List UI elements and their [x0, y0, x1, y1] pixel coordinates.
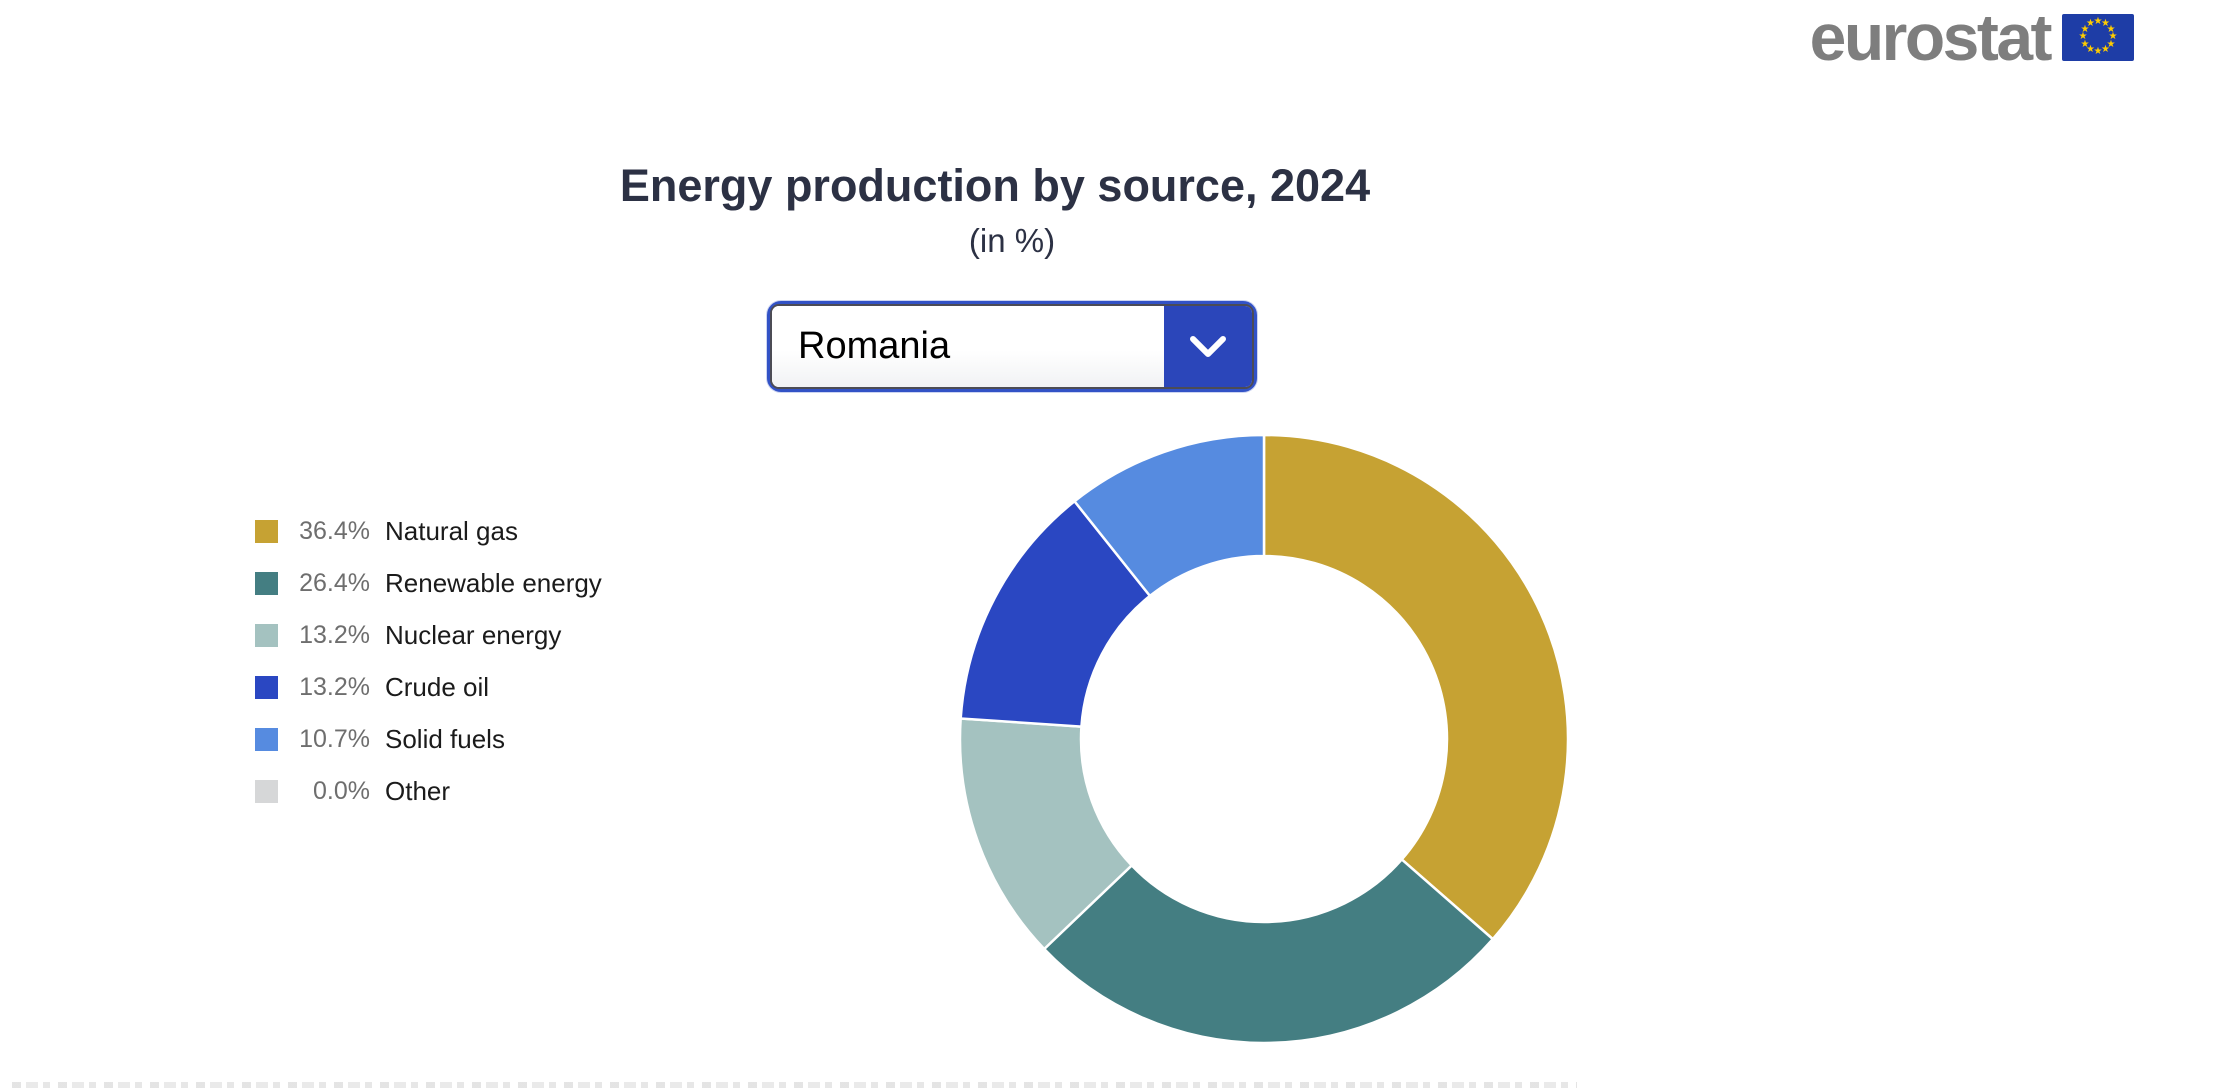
legend-swatch	[255, 727, 278, 751]
legend-label: Renewable energy	[385, 567, 602, 598]
donut-slice-solid-fuels[interactable]	[1073, 433, 1266, 598]
legend-swatch	[255, 519, 278, 543]
legend-label: Crude oil	[385, 671, 490, 702]
legend-swatch	[255, 675, 278, 699]
legend-swatch	[255, 623, 278, 647]
flag-star-icon: ★	[2093, 46, 2103, 57]
eurostat-logo: eurostat ★ ★ ★ ★ ★ ★ ★ ★ ★ ★ ★ ★	[1810, 4, 2134, 70]
legend-percent: 13.2%	[299, 672, 370, 701]
country-select[interactable]: Romania	[767, 301, 1257, 392]
flag-star-icon: ★	[2108, 31, 2118, 42]
legend-percent: 26.4%	[299, 568, 370, 597]
flag-star-icon: ★	[2080, 38, 2090, 50]
flag-star-icon: ★	[2101, 43, 2110, 55]
legend-item: 13.2% Nuclear energy	[255, 609, 602, 661]
legend-percent: 10.7%	[299, 724, 370, 753]
country-select-dropdown-button[interactable]	[1164, 306, 1252, 387]
page-title: Energy production by source, 2024	[619, 160, 1371, 211]
donut-chart	[944, 419, 1584, 1059]
legend-percent: 0.0%	[313, 776, 370, 805]
chart-legend: 36.4% Natural gas 26.4% Renewable energy…	[255, 505, 602, 817]
flag-star-icon: ★	[2101, 18, 2110, 29]
flag-star-icon: ★	[2106, 38, 2116, 50]
legend-percent: 13.2%	[299, 620, 370, 649]
flag-star-icon: ★	[2080, 23, 2090, 35]
flag-star-icon: ★	[2078, 31, 2088, 42]
legend-label: Natural gas	[385, 515, 518, 546]
flag-star-icon: ★	[2106, 23, 2116, 35]
flag-star-icon: ★	[2086, 18, 2095, 29]
eu-flag-icon: ★ ★ ★ ★ ★ ★ ★ ★ ★ ★ ★ ★	[2062, 13, 2134, 61]
country-select-value[interactable]: Romania	[772, 306, 1164, 387]
legend-label: Solid fuels	[385, 723, 505, 754]
legend-item: 36.4% Natural gas	[255, 505, 602, 557]
chevron-down-icon	[1190, 335, 1226, 357]
country-select-control[interactable]: Romania	[770, 304, 1254, 389]
legend-label: Nuclear energy	[385, 619, 562, 650]
donut-slice-natural-gas[interactable]	[1262, 433, 1570, 941]
legend-percent: 36.4%	[299, 516, 370, 545]
legend-label: Other	[385, 775, 451, 806]
legend-item: 0.0% Other	[255, 765, 602, 817]
donut-slice-renewable-energy[interactable]	[1042, 858, 1495, 1045]
clipped-footnote-remnant	[12, 1082, 1577, 1088]
eurostat-wordmark: eurostat	[1809, 0, 2053, 74]
legend-item: 10.7% Solid fuels	[255, 713, 602, 765]
legend-swatch	[255, 571, 278, 595]
flag-star-icon: ★	[2086, 43, 2095, 55]
legend-item: 26.4% Renewable energy	[255, 557, 602, 609]
page-subtitle: (in %)	[968, 222, 1056, 259]
legend-swatch	[255, 779, 278, 803]
legend-item: 13.2% Crude oil	[255, 661, 602, 713]
flag-star-icon: ★	[2093, 16, 2103, 27]
